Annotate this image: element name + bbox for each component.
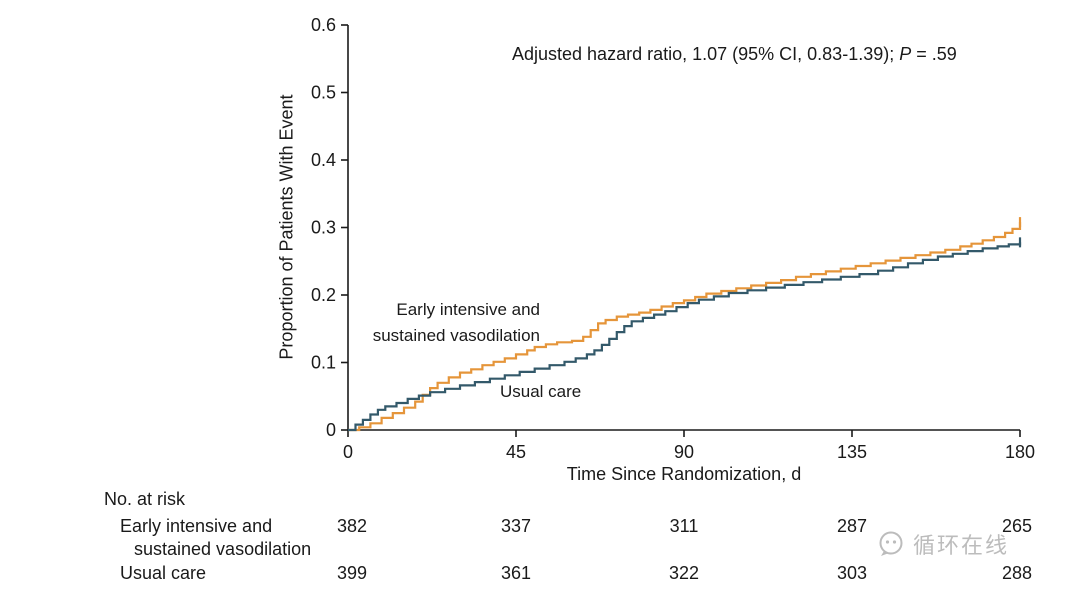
risk-count: 287 [836,516,868,536]
risk-row-control-label: Usual care [120,563,207,583]
curve-intervention [348,222,1022,432]
y-tick-label: 0 [326,420,336,440]
km-chart-canvas: 0 0.1 0.2 0.3 0.4 0.5 0.6 0 45 90 135 180 [311,15,1035,462]
risk-table-title: No. at risk [104,489,186,509]
risk-count: 303 [836,563,868,583]
p-value-symbol: P [899,44,912,64]
y-tick-label: 0.3 [311,218,336,238]
y-axis-title: Proportion of Patients With Event [276,94,297,360]
intervention-curve-label-line2: sustained vasodilation [372,326,540,345]
hazard-ratio-annotation: Adjusted hazard ratio, 1.07 (95% CI, 0.8… [512,44,957,65]
watermark: 循环在线 [876,528,1009,560]
x-tick-label: 180 [1005,442,1035,462]
x-tick-label: 135 [837,442,867,462]
risk-count: 337 [500,516,532,536]
hazard-ratio-text: Adjusted hazard ratio, 1.07 (95% CI, 0.8… [512,44,900,64]
risk-row-intervention-label-line2: sustained vasodilation [134,539,312,559]
chat-bubble-icon [879,531,903,556]
risk-count: 322 [668,563,700,583]
intervention-curve-label: Early intensive and sustained vasodilati… [350,297,540,349]
y-tick-label: 0.2 [311,285,336,305]
y-tick-label: 0.5 [311,83,336,103]
risk-count: 311 [669,516,699,536]
y-tick-label: 0.1 [311,353,336,373]
risk-count: 399 [336,563,368,583]
risk-row-intervention-label-line1: Early intensive and [120,516,273,536]
x-axis-title: Time Since Randomization, d [566,464,802,484]
y-tick-label: 0.6 [311,15,336,35]
x-tick-label: 45 [506,442,526,462]
curve-control [348,242,1022,432]
risk-count: 361 [500,563,532,583]
risk-count: 382 [336,516,368,536]
p-value-text: = .59 [911,44,957,64]
risk-count: 288 [1001,563,1033,583]
axes-lines [347,25,1020,431]
x-tick-label: 0 [343,442,353,462]
risk-count: 265 [1001,516,1033,536]
watermark-text: 循环在线 [913,533,1010,558]
intervention-curve-label-line1: Early intensive and [396,300,540,319]
x-tick-label: 90 [674,442,694,462]
control-curve-label: Usual care [500,382,582,401]
y-tick-label: 0.4 [311,150,336,170]
